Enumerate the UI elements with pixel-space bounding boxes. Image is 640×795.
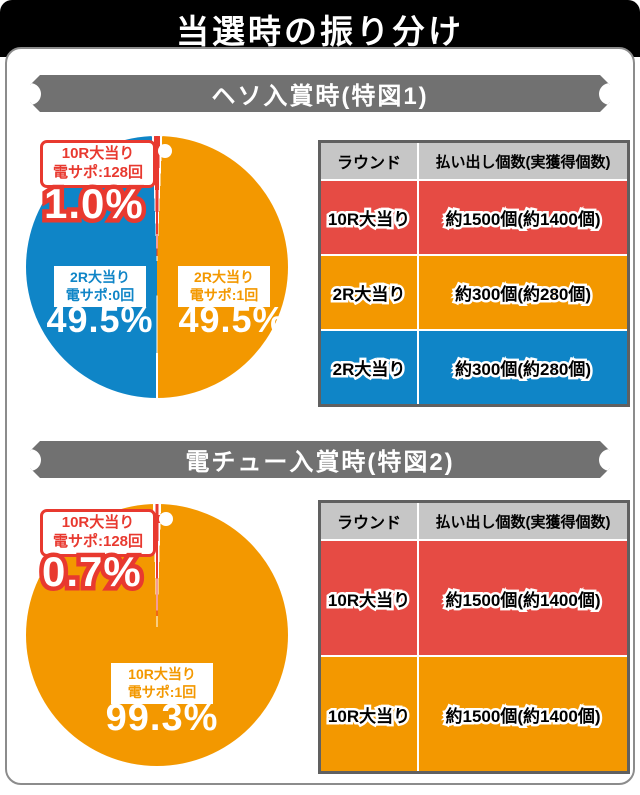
table-cell-round: 2R大当り 2R大当り (321, 256, 417, 329)
table-cell-round: 2R大当り 2R大当り (321, 331, 417, 404)
slice-label-orange: 10R大当り 電サポ:1回 (111, 663, 213, 704)
callout-dot (158, 144, 172, 158)
callout-line1: 10R大当り (61, 145, 135, 162)
slice-percentage-orange: 49.5% (178, 299, 286, 340)
table-cell-round: 10R大当り 10R大当り (321, 181, 417, 254)
table-cell-payout: 約1500個(約1400個) 約1500個(約1400個) (419, 181, 627, 254)
callout-line1: 10R大当り (61, 514, 135, 531)
callout-connector-bar (147, 147, 165, 155)
callout-percentage: 0.7% 0.7% (38, 544, 146, 600)
slice-percentage-blue: 49.5% (46, 299, 154, 340)
callout-line2: 電サポ:128回 (52, 532, 144, 550)
table-cell-round: 10R大当り 10R大当り (321, 657, 417, 771)
section2-banner: 電チュー入賞時(特図2) (30, 441, 610, 478)
slice-label-orange: 2R大当り 電サポ:1回 (178, 266, 270, 307)
section2-banner-label: 電チュー入賞時(特図2) (185, 449, 455, 476)
section1-banner: ヘソ入賞時(特図1) (30, 75, 610, 112)
table-cell-round: 10R大当り 10R大当り (321, 541, 417, 655)
table-cell-payout: 約1500個(約1400個) 約1500個(約1400個) (419, 541, 627, 655)
callout-dot (159, 512, 173, 526)
callout-box-10r: 10R大当り 電サポ:128回 (40, 509, 156, 557)
slice-label-blue: 2R大当り 電サポ:0回 (54, 266, 146, 307)
page-title: 当選時の振り分け (176, 12, 464, 50)
callout-connector-bar (147, 515, 165, 523)
callout-line2: 電サポ:128回 (52, 163, 144, 181)
table-header-round: ラウンド (321, 503, 417, 539)
callout-percentage: 1.0% 1.0% (40, 176, 148, 232)
table-header-payout: 払い出し個数(実獲得個数) (419, 503, 627, 539)
payout-table-tokuzu1: ラウンド 払い出し個数(実獲得個数) 10R大当り 10R大当り 約1500個(約… (318, 140, 630, 407)
payout-table-tokuzu2: ラウンド 払い出し個数(実獲得個数) 10R大当り 10R大当り 約1500個(約… (318, 500, 630, 774)
table-cell-payout: 約300個(約280個) 約300個(約280個) (419, 256, 627, 329)
table-header-round: ラウンド (321, 143, 417, 179)
callout-box-10r: 10R大当り 電サポ:128回 (40, 140, 156, 188)
table-cell-payout: 約300個(約280個) 約300個(約280個) (419, 331, 627, 404)
section1-banner-label: ヘソ入賞時(特図1) (211, 83, 429, 110)
table-cell-payout: 約1500個(約1400個) 約1500個(約1400個) (419, 657, 627, 771)
table-header-payout: 払い出し個数(実獲得個数) (419, 143, 627, 179)
slice-percentage-orange: 99.3% (105, 697, 219, 739)
